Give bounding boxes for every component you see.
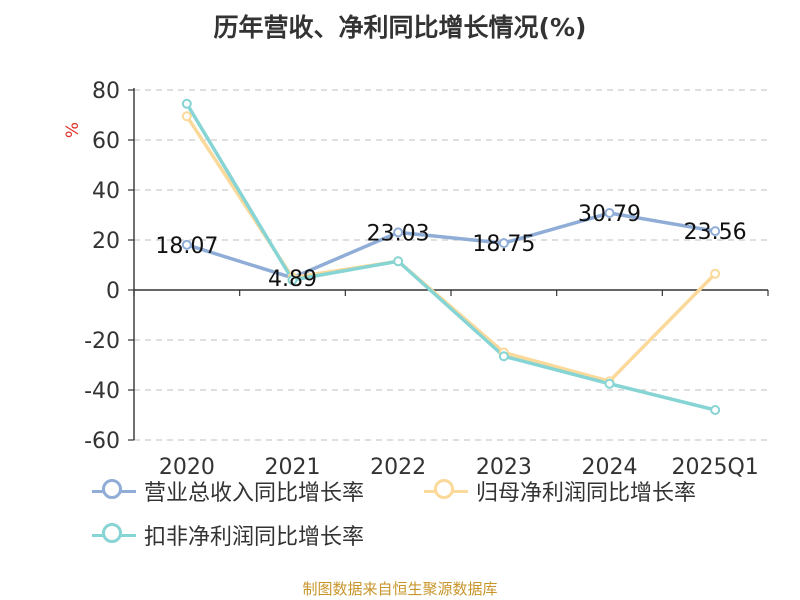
axes: 80 60 40 20 0 -20 -40 -60 2020 2021 2022 2023 2024 20… <box>63 79 769 480</box>
series-point-2 <box>393 256 404 267</box>
data-label: 18.07 <box>155 234 218 259</box>
data-label: 18.75 <box>472 232 535 257</box>
legend-item-deducted-net-profit-growth[interactable]: 扣非净利润同比增长率 <box>92 520 364 550</box>
legend-item-net-profit-growth[interactable]: 归母净利润同比增长率 <box>424 476 696 506</box>
chart-title: 历年营收、净利同比增长情况(%) <box>213 13 587 42</box>
series-point-0 <box>710 226 721 237</box>
legend-label-revenue-growth: 营业总收入同比增长率 <box>144 481 365 506</box>
y-axis-label: % <box>63 122 83 138</box>
x-tick-label: 2022 <box>370 455 426 480</box>
series-line-2 <box>185 102 717 412</box>
y-tick-label: 0 <box>106 279 120 304</box>
x-tick-label: 2025Q1 <box>672 455 759 480</box>
series-point-2 <box>710 405 721 415</box>
legend-label-deducted-net-profit-growth: 扣非净利润同比增长率 <box>144 525 365 550</box>
y-tick-label: -20 <box>84 329 120 354</box>
x-tick-label: 2024 <box>582 455 638 480</box>
data-label: 23.56 <box>684 220 747 245</box>
data-label: 30.79 <box>578 202 641 227</box>
y-tick-label: 20 <box>92 229 120 254</box>
data-label: 23.03 <box>367 221 430 246</box>
series-point-1 <box>710 268 721 279</box>
series-point-2 <box>604 378 615 389</box>
series-point-2 <box>498 351 509 362</box>
grid-lines <box>134 89 768 441</box>
legend-label-net-profit-growth: 归母净利润同比增长率 <box>476 481 697 506</box>
y-tick-label: -40 <box>84 379 120 404</box>
legend-swatch-net-profit-growth <box>424 476 468 506</box>
series-line-1 <box>185 114 717 383</box>
legend-swatch-revenue-growth <box>92 476 136 506</box>
series-point-1 <box>181 111 192 122</box>
data-label: 4.89 <box>268 267 317 292</box>
legend-swatch-deducted-net-profit-growth <box>92 520 136 550</box>
series-point-0 <box>604 208 615 219</box>
y-tick-label: 40 <box>92 179 120 204</box>
y-tick-label: 60 <box>92 129 120 154</box>
y-tick-label: 80 <box>92 79 120 104</box>
y-tick-label: -60 <box>84 429 120 454</box>
legend-item-revenue-growth[interactable]: 营业总收入同比增长率 <box>92 476 364 506</box>
series-point-0 <box>393 227 404 238</box>
series-point-0 <box>498 238 509 249</box>
series-line-0 <box>185 211 717 280</box>
source-note: 制图数据来自恒生聚源数据库 <box>302 580 498 598</box>
series-point-2 <box>181 98 192 109</box>
series-point-0 <box>181 239 192 250</box>
series-point-2 <box>287 275 298 285</box>
series-layer <box>181 98 721 415</box>
x-tick-label: 2021 <box>265 455 321 480</box>
data-labels: 18.07 4.89 23.03 18.75 30.79 23.56 <box>155 202 746 292</box>
x-tick-label: 2020 <box>159 455 215 480</box>
x-tick-label: 2023 <box>476 455 532 480</box>
